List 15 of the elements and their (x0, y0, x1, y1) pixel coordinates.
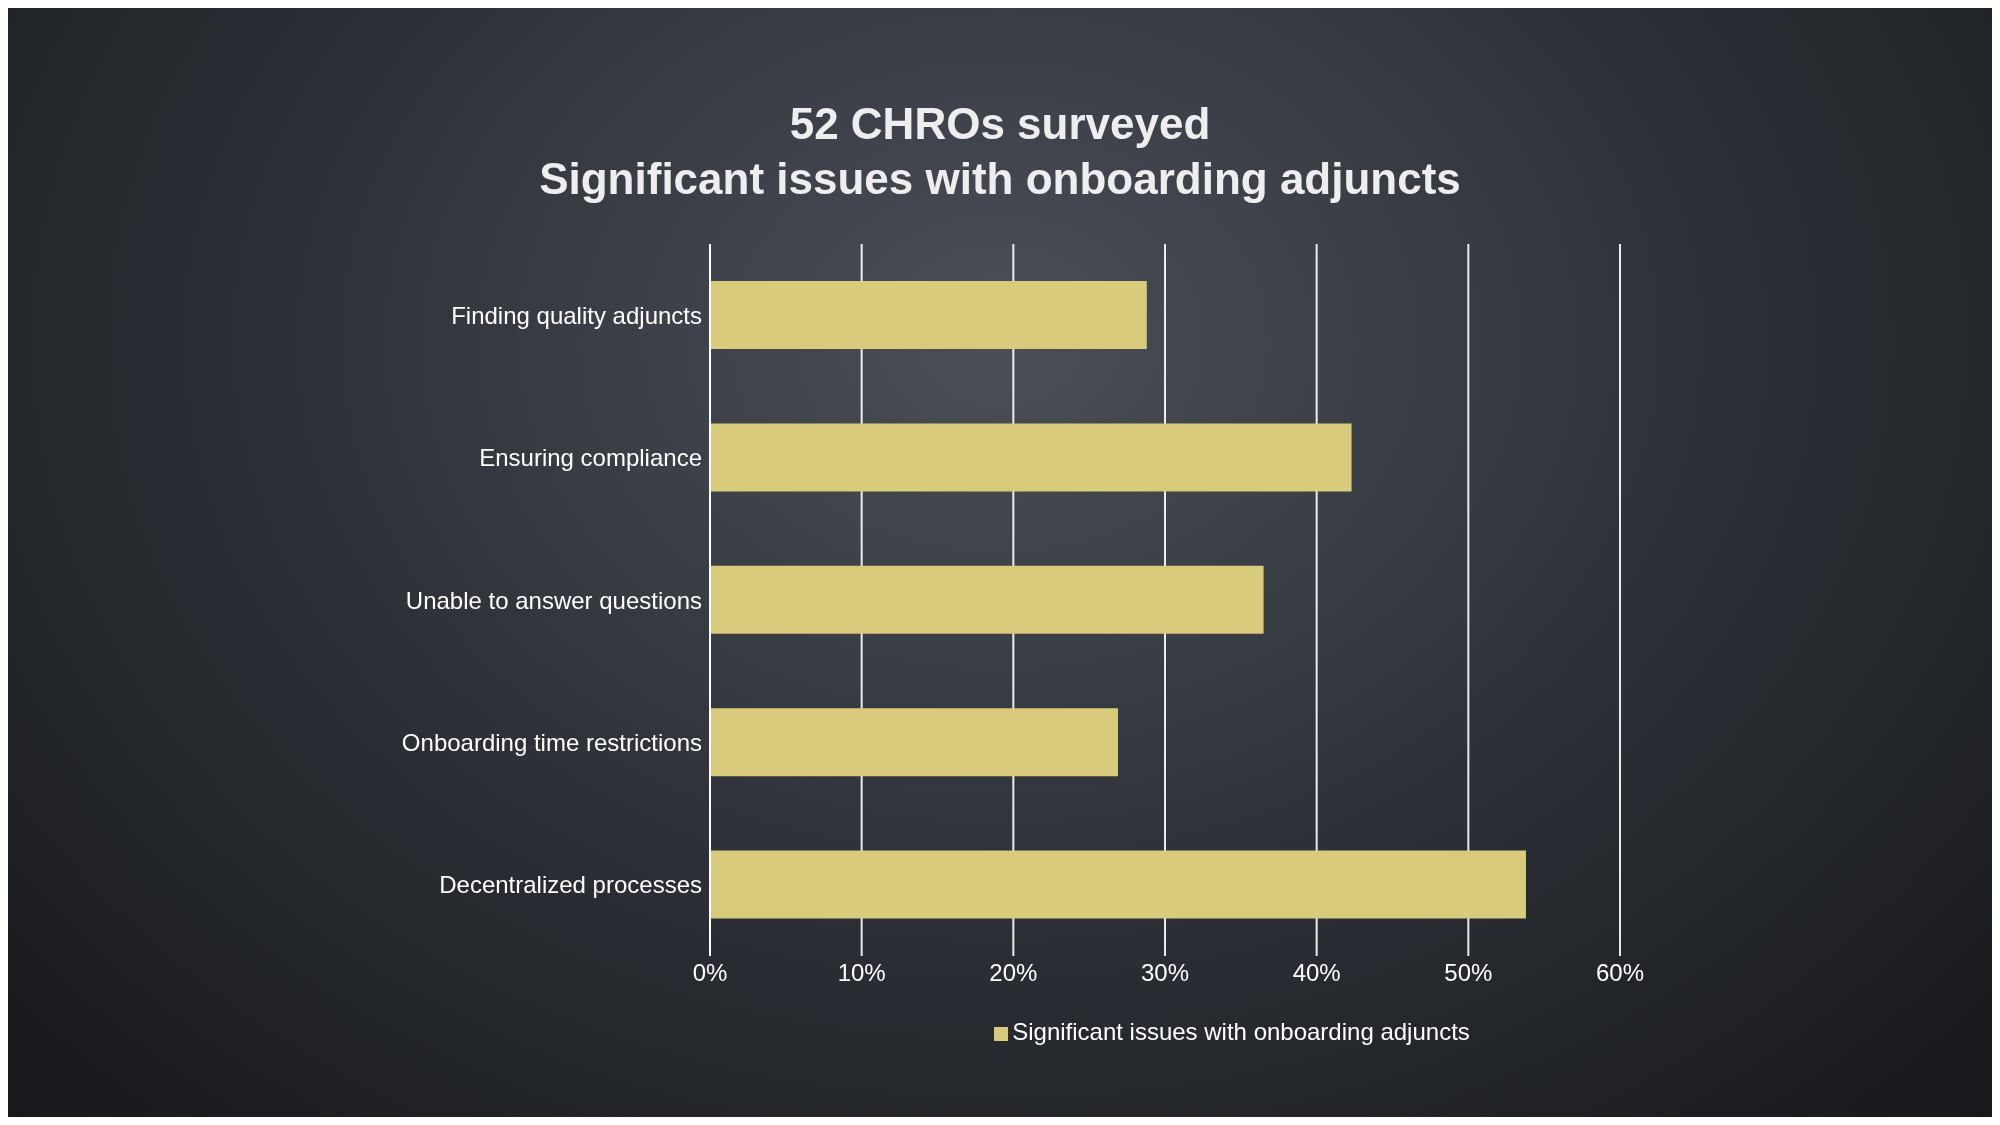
x-tick-label: 10% (837, 959, 886, 987)
y-tick-label: Onboarding time restrictions (401, 728, 702, 756)
y-tick-label: Unable to answer questions (405, 586, 702, 614)
x-tick-label: 30% (1140, 959, 1190, 987)
y-tick-label: Ensuring compliance (479, 444, 702, 472)
chart-subtitle: Significant issues with onboarding adjuncts (538, 153, 1462, 205)
chart-title: 52 CHROs surveyed (788, 98, 1212, 150)
legend-label: Significant issues with onboarding adjuncts (1012, 1018, 1470, 1045)
y-tick-label: Decentralized processes (439, 871, 702, 899)
y-tick-label: Finding quality adjuncts (451, 301, 702, 329)
x-tick-label: 0% (692, 959, 728, 987)
x-tick-label: 50% (1444, 959, 1493, 987)
x-tick-label: 60% (1595, 959, 1645, 987)
x-tick-label: 40% (1292, 959, 1341, 987)
x-tick-label: 20% (989, 959, 1038, 987)
